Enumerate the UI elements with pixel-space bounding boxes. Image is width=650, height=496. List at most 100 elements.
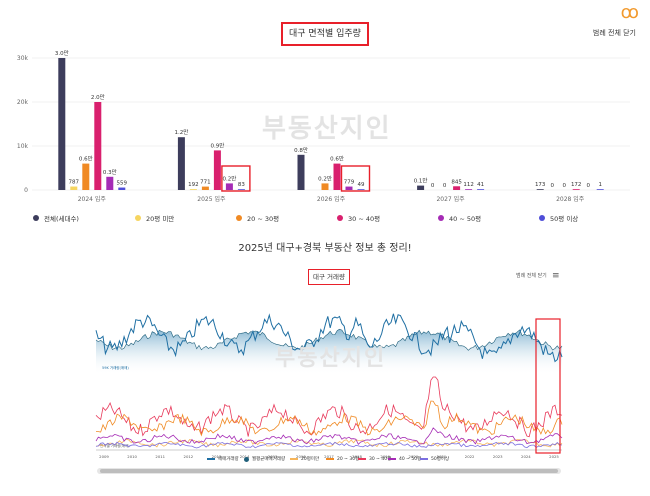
legend-item[interactable]: 월평균매매거래량 — [244, 456, 285, 462]
second-legend-toggle-button[interactable]: 범례 전체 닫기 — [516, 273, 547, 279]
highlight-box — [535, 318, 561, 454]
data-label: 0 — [586, 183, 590, 189]
bar[interactable] — [465, 189, 473, 190]
bar[interactable] — [94, 102, 102, 190]
data-label: 559 — [117, 181, 128, 187]
bar[interactable] — [118, 187, 126, 190]
line-chart: 59K 거래량(매매) 면적별 거래량(매매) 2009 2010 2011 2012 20… — [95, 313, 563, 459]
data-label: 0.9만 — [210, 141, 224, 149]
data-label: 0 — [443, 183, 447, 189]
legend-marker-icon — [420, 458, 428, 460]
x-tick-label: 2028 입주 — [556, 195, 585, 203]
legend-label: 월평균매매거래량 — [252, 457, 286, 462]
x-tick-label: 2016 — [296, 454, 306, 459]
hamburger-menu-icon[interactable]: ≡ — [552, 271, 560, 281]
bar[interactable] — [333, 163, 341, 190]
data-label: 0.8만 — [294, 146, 308, 154]
data-label: 0.1만 — [414, 177, 428, 185]
legend-item[interactable]: 50평 이상 — [539, 213, 578, 223]
data-label: 1.2만 — [174, 128, 188, 136]
data-label: 2.0만 — [91, 93, 105, 101]
x-tick-label: 2015 — [268, 454, 278, 459]
section-caption: 2025년 대구+경북 부동산 정보 총 정리! — [238, 243, 412, 254]
data-label: 0.3만 — [103, 168, 117, 176]
x-tick-label: 2019 — [380, 454, 390, 459]
bar[interactable] — [237, 189, 245, 190]
bar[interactable] — [596, 189, 604, 190]
legend-item[interactable]: 매매거래량 — [207, 456, 239, 462]
legend-toggle-button[interactable]: 범례 전체 닫기 — [592, 29, 636, 37]
legend-item[interactable]: 전체(세대수) — [33, 213, 79, 223]
x-tick-label: 2024 — [521, 454, 531, 459]
x-tick-label: 2020 — [409, 454, 419, 459]
legend-item[interactable]: 40 ~ 50평 — [438, 213, 481, 223]
series-line — [96, 438, 563, 448]
bar[interactable] — [58, 58, 66, 190]
chart-scrollbar[interactable] — [97, 468, 561, 474]
legend-marker-icon — [358, 458, 366, 460]
bar[interactable] — [453, 186, 461, 190]
legend-item[interactable]: 20 ~ 30평 — [326, 456, 359, 462]
series-line — [96, 400, 563, 437]
legend-marker-icon — [326, 458, 334, 460]
bar[interactable] — [106, 176, 114, 190]
data-label: 0.6만 — [79, 155, 93, 163]
series-line — [95, 441, 563, 449]
legend-dot-icon — [438, 215, 444, 221]
x-tick-label: 2021 — [437, 454, 447, 459]
bar[interactable] — [417, 185, 425, 190]
bar[interactable] — [225, 183, 233, 190]
legend-label: 30 ~ 40평 — [348, 215, 381, 223]
bar[interactable] — [213, 150, 221, 190]
scrollbar-thumb[interactable] — [100, 469, 558, 473]
y-tick-label: 20k — [17, 99, 29, 106]
legend-dot-icon — [33, 215, 39, 221]
data-label: 779 — [344, 180, 355, 186]
axis-note-label: 59K 거래량(매매) — [102, 365, 129, 370]
legend-item[interactable]: 30 ~ 40평 — [358, 456, 391, 462]
bar[interactable] — [201, 186, 209, 190]
bar[interactable] — [357, 189, 365, 190]
bar[interactable] — [82, 163, 90, 190]
y-tick-label: 10k — [17, 143, 29, 150]
legend-item[interactable]: 20평 미만 — [135, 213, 174, 223]
data-label: 112 — [463, 182, 474, 188]
legend-item[interactable]: 30 ~ 40평 — [337, 213, 380, 223]
x-tick-label: 2023 — [493, 454, 503, 459]
x-tick-label: 2011 — [155, 454, 165, 459]
legend-item[interactable]: 50평이상 — [420, 456, 449, 462]
series-line — [95, 313, 563, 363]
bar[interactable] — [345, 186, 353, 190]
x-tick-label: 2024 입주 — [78, 195, 107, 203]
bar[interactable] — [477, 189, 485, 190]
data-label: 0 — [431, 183, 435, 189]
axis-note-label: 면적별 거래량(매매) — [100, 443, 130, 448]
legend-label: 40 ~ 50평 — [449, 215, 482, 223]
series-line — [95, 376, 563, 438]
legend-marker-icon — [207, 458, 215, 460]
decoration-icon: ꝏ — [620, 2, 639, 23]
legend-item[interactable]: 20 ~ 30평 — [236, 213, 279, 223]
series-line — [95, 427, 563, 445]
legend-label: 50평이상 — [431, 457, 450, 462]
bar[interactable] — [536, 189, 544, 190]
bar[interactable] — [189, 189, 197, 190]
x-tick-label: 2010 — [127, 454, 137, 459]
legend-marker-icon — [244, 456, 249, 462]
bar[interactable] — [572, 189, 580, 190]
data-label: 172 — [571, 182, 582, 188]
bar[interactable] — [321, 183, 329, 190]
bar[interactable] — [70, 186, 78, 190]
x-tick-label: 2009 — [99, 454, 109, 459]
legend-dot-icon — [135, 215, 141, 221]
legend-item[interactable]: 20평미만 — [290, 456, 319, 462]
bar[interactable] — [177, 137, 185, 190]
legend-item[interactable]: 40 ~ 50평 — [388, 456, 421, 462]
data-label: 0.2만 — [318, 174, 332, 182]
y-tick-label: 30k — [17, 55, 29, 62]
data-label: 0.6만 — [330, 155, 344, 163]
legend-label: 50평 이상 — [550, 215, 579, 223]
bar[interactable] — [297, 154, 305, 190]
x-tick-label: 2012 — [184, 454, 194, 459]
